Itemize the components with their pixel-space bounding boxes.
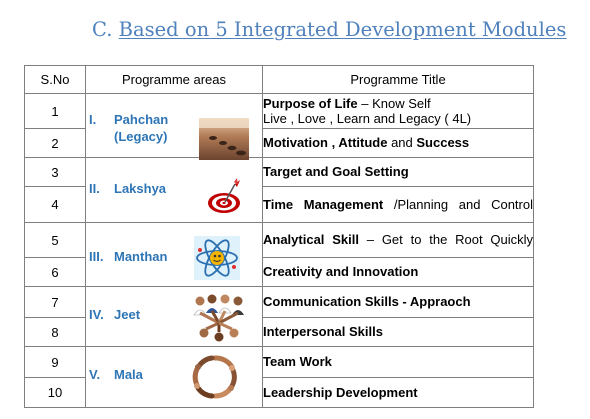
title-team-work: Team Work xyxy=(262,346,534,378)
header-programme-areas: Programme areas xyxy=(85,65,263,94)
row-sno: 2 xyxy=(24,128,86,158)
area-label-jeet: IV. Jeet xyxy=(89,306,140,323)
area-number: III. xyxy=(89,249,104,264)
heading-prefix: C. xyxy=(92,18,113,41)
title-bold: Time Management xyxy=(263,196,384,212)
title-rest: – Get to the Root Quickly xyxy=(358,232,533,248)
title-time-management: Time Management /Planning and Control xyxy=(262,186,534,223)
area-name: Jeet xyxy=(114,307,141,322)
title-bold: Purpose of Life xyxy=(263,95,358,111)
row-sno: 3 xyxy=(24,157,86,187)
table-row: 2 Motivation , Attitude and Success xyxy=(24,128,534,158)
area-name: Manthan xyxy=(114,249,168,264)
title-purpose-of-life: Purpose of Life – Know Self Live , Love … xyxy=(262,93,534,129)
hands-circle-icon xyxy=(192,355,237,399)
table-row: 9 V. Mala Team Work xyxy=(24,346,534,408)
title-leadership: Leadership Development xyxy=(262,377,534,408)
title-bold: Team Work xyxy=(263,354,332,370)
programme-table: S.No Programme areas Programme Title 1 I… xyxy=(24,65,534,408)
title-mid: and xyxy=(387,135,417,151)
area-number: IV. xyxy=(89,307,104,322)
table-header-row: S.No Programme areas Programme Title xyxy=(24,65,534,94)
title-bold: Analytical Skill xyxy=(263,232,359,248)
title-communication: Communication Skills - Appraoch xyxy=(262,286,534,318)
title-bold-2: Success xyxy=(416,135,470,151)
area-cell-pahchan: I. Pahchan (Legacy) xyxy=(85,93,263,160)
area-cell-manthan: III. Manthan xyxy=(85,222,263,287)
row-sno: 5 xyxy=(24,222,86,258)
row-sno: 4 xyxy=(24,186,86,223)
title-bold: Target and Goal Setting xyxy=(263,164,409,180)
area-cell-lakshya: II. Lakshya xyxy=(85,157,263,223)
title-interpersonal: Interpersonal Skills xyxy=(262,317,534,347)
target-dart-icon xyxy=(208,178,240,213)
header-programme-title: Programme Title xyxy=(262,65,534,94)
area-name: Pahchan xyxy=(114,112,169,127)
area-cell-mala: V. Mala xyxy=(85,346,263,408)
area-name: Lakshya xyxy=(114,181,167,196)
table-row: 5 III. Manthan Analytical Skill – Get to … xyxy=(24,222,534,287)
heading-text: Based on 5 Integrated Development Module… xyxy=(118,18,567,41)
title-bold: Interpersonal Skills xyxy=(263,324,383,340)
area-number: II. xyxy=(89,181,100,196)
title-creativity: Creativity and Innovation xyxy=(262,257,534,287)
header-sno: S.No xyxy=(24,65,86,94)
area-name: Mala xyxy=(114,367,143,382)
row-sno: 9 xyxy=(24,346,86,378)
title-bold: Creativity and Innovation xyxy=(263,264,419,280)
row-sno: 1 xyxy=(24,93,86,129)
area-label-manthan: III. Manthan xyxy=(89,248,167,265)
area-subtitle: (Legacy) xyxy=(114,129,168,144)
area-label-mala: V. Mala xyxy=(89,366,143,383)
area-label-lakshya: II. Lakshya xyxy=(89,180,166,197)
title-rest: /Planning and Control xyxy=(383,196,533,212)
title-target-goal: Target and Goal Setting xyxy=(262,157,534,187)
area-number: I. xyxy=(89,112,97,127)
table-row: 3 II. Lakshya Target and Goal Setting xyxy=(24,157,534,223)
title-bold: Communication Skills - Appraoch xyxy=(263,294,471,310)
title-motivation: Motivation , Attitude and Success xyxy=(262,128,534,158)
title-analytical-skill: Analytical Skill – Get to the Root Quick… xyxy=(262,222,534,258)
team-huddle-icon xyxy=(193,294,244,342)
atom-icon xyxy=(194,236,240,280)
area-label-pahchan: I. Pahchan (Legacy) xyxy=(89,111,168,145)
table-row: 10 Leadership Development xyxy=(24,377,534,408)
footprints-beach-icon xyxy=(199,118,249,160)
row-sno: 10 xyxy=(24,377,86,408)
page-heading: C. Based on 5 Integrated Development Mod… xyxy=(92,18,566,41)
row-sno: 7 xyxy=(24,286,86,318)
row-sno: 8 xyxy=(24,317,86,347)
title-rest: – Know Self xyxy=(357,95,431,111)
title-bold: Leadership Development xyxy=(263,384,418,400)
table-row: 4 Time Management /Planning and Control xyxy=(24,186,534,223)
title-line2: Live , Love , Learn and Legacy ( 4L) xyxy=(263,111,472,126)
area-number: V. xyxy=(89,367,101,382)
row-sno: 6 xyxy=(24,257,86,287)
table-row: 1 I. Pahchan (Legacy) xyxy=(24,93,534,160)
area-cell-jeet: IV. Jeet xyxy=(85,286,263,347)
table-row: 8 Interpersonal Skills xyxy=(24,317,534,347)
title-bold-1: Motivation , Attitude xyxy=(263,135,388,151)
table-row: 7 IV. Jeet xyxy=(24,286,534,347)
